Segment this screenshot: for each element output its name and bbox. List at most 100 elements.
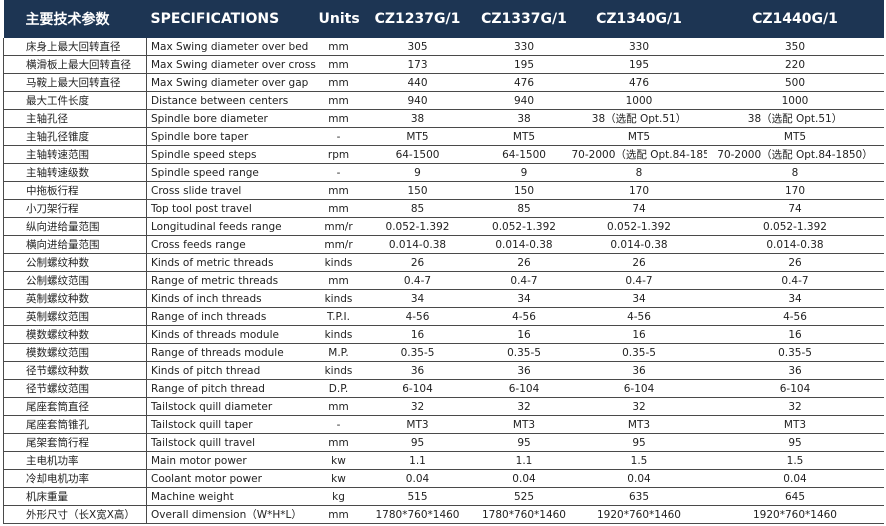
cell: Range of inch threads xyxy=(146,307,319,326)
cell: kinds xyxy=(318,325,359,344)
cell: Overall dimension（W*H*L） xyxy=(146,505,319,524)
cell: 500 xyxy=(706,73,884,92)
cell: mm xyxy=(318,109,359,128)
cell: kinds xyxy=(318,289,359,308)
cell: 85 xyxy=(476,199,572,218)
cell: 0.014-0.38 xyxy=(476,235,572,254)
cell: Tailstock quill taper xyxy=(146,415,319,434)
header-cell: CZ1237G/1 xyxy=(358,0,477,38)
cell: Main motor power xyxy=(146,451,319,470)
cell: MT3 xyxy=(706,415,884,434)
row: 横滑板上最大回转直径 Max Swing diameter over cross … xyxy=(3,55,884,74)
cell: 1000 xyxy=(571,91,707,110)
cell: Max Swing diameter over cross slide xyxy=(146,55,319,74)
cell: 0.052-1.392 xyxy=(571,217,707,236)
cell: 冷却电机功率 xyxy=(3,469,147,488)
header-cell: CZ1340G/1 xyxy=(571,0,707,38)
spec-table: 主要技术参数 SPECIFICATIONS Units CZ1237G/1 CZ1337… xyxy=(3,0,884,524)
cell: 主轴孔径锥度 xyxy=(3,127,147,146)
cell: 主轴转速级数 xyxy=(3,163,147,182)
cell: kw xyxy=(318,451,359,470)
row: 主轴转速级数 Spindle speed range -9 9 8 8 xyxy=(3,163,884,182)
cell: 8 xyxy=(571,163,707,182)
cell: 525 xyxy=(476,487,572,506)
cell: 220 xyxy=(706,55,884,74)
cell: 32 xyxy=(706,397,884,416)
cell: 36 xyxy=(358,361,477,380)
cell: 1780*760*1460 xyxy=(476,505,572,524)
cell: 4-56 xyxy=(476,307,572,326)
cell: Longitudinal feeds range xyxy=(146,217,319,236)
cell: mm xyxy=(318,397,359,416)
cell: 1.1 xyxy=(476,451,572,470)
cell: 横向进给量范围 xyxy=(3,235,147,254)
cell: kinds xyxy=(318,253,359,272)
cell: Range of metric threads xyxy=(146,271,319,290)
cell: 0.04 xyxy=(476,469,572,488)
header-cell: SPECIFICATIONS xyxy=(146,0,319,38)
cell: 0.4-7 xyxy=(476,271,572,290)
cell: Kinds of inch threads xyxy=(146,289,319,308)
row: 床身上最大回转直径 Max Swing diameter over bed mm 30… xyxy=(3,38,884,56)
row: 冷却电机功率 Coolant motor power kw 0.04 0.04 0.04 0… xyxy=(3,469,884,488)
cell: 尾座套筒锥孔 xyxy=(3,415,147,434)
cell: 6-104 xyxy=(476,379,572,398)
row: 主轴孔径锥度 Spindle bore taper - MT5 MT5 MT5 MT5 xyxy=(3,127,884,146)
cell: 横滑板上最大回转直径 xyxy=(3,55,147,74)
cell: T.P.I. xyxy=(318,307,359,326)
cell: 1.5 xyxy=(706,451,884,470)
cell: 9 xyxy=(358,163,477,182)
cell: 32 xyxy=(476,397,572,416)
cell: 330 xyxy=(571,38,707,56)
cell: 95 xyxy=(706,433,884,452)
cell: 主轴孔径 xyxy=(3,109,147,128)
cell: 476 xyxy=(476,73,572,92)
cell: 0.04 xyxy=(358,469,477,488)
cell: 0.04 xyxy=(571,469,707,488)
cell: 16 xyxy=(706,325,884,344)
cell: 中拖板行程 xyxy=(3,181,147,200)
cell: mm xyxy=(318,73,359,92)
cell: Kinds of threads module xyxy=(146,325,319,344)
row: 小刀架行程 Top tool post travel mm 85 85 74 74 xyxy=(3,199,884,218)
table-body: 床身上最大回转直径 Max Swing diameter over bed mm 30… xyxy=(3,38,884,524)
cell: 70-2000（选配 Opt.84-1850） xyxy=(571,145,707,164)
cell: Machine weight xyxy=(146,487,319,506)
cell: 16 xyxy=(571,325,707,344)
row: 公制螺纹范围 Range of metric threads mm 0.4-7 0.4-… xyxy=(3,271,884,290)
cell: 1000 xyxy=(706,91,884,110)
cell: Spindle bore taper xyxy=(146,127,319,146)
cell: 305 xyxy=(358,38,477,56)
cell: 径节螺纹范围 xyxy=(3,379,147,398)
cell: Spindle speed steps xyxy=(146,145,319,164)
cell: 26 xyxy=(571,253,707,272)
cell: 16 xyxy=(476,325,572,344)
cell: 0.052-1.392 xyxy=(706,217,884,236)
cell: - xyxy=(318,127,359,146)
cell: 主轴转速范围 xyxy=(3,145,147,164)
row: 马鞍上最大回转直径 Max Swing diameter over gap mm 44… xyxy=(3,73,884,92)
cell: 64-1500 xyxy=(476,145,572,164)
row: 尾座套筒锥孔 Tailstock quill taper - MT3 MT3 MT3 MT3 xyxy=(3,415,884,434)
cell: 1.5 xyxy=(571,451,707,470)
cell: 34 xyxy=(706,289,884,308)
cell: 0.35-5 xyxy=(706,343,884,362)
header-row: 主要技术参数 SPECIFICATIONS Units CZ1237G/1 CZ1337… xyxy=(3,0,884,38)
cell: 440 xyxy=(358,73,477,92)
cell: 尾架套筒行程 xyxy=(3,433,147,452)
cell: 95 xyxy=(358,433,477,452)
cell: MT3 xyxy=(358,415,477,434)
cell: mm/r xyxy=(318,217,359,236)
cell: 0.052-1.392 xyxy=(476,217,572,236)
row: 主轴转速范围 Spindle speed steps rpm 64-1500 64-15… xyxy=(3,145,884,164)
cell: 4-56 xyxy=(571,307,707,326)
cell: - xyxy=(318,415,359,434)
cell: 0.35-5 xyxy=(476,343,572,362)
row: 外形尺寸（长X宽X高） Overall dimension（W*H*L） mm 178… xyxy=(3,505,884,524)
cell: kw xyxy=(318,469,359,488)
cell: MT5 xyxy=(358,127,477,146)
cell: 外形尺寸（长X宽X高） xyxy=(3,505,147,524)
cell: 1.1 xyxy=(358,451,477,470)
cell: 8 xyxy=(706,163,884,182)
